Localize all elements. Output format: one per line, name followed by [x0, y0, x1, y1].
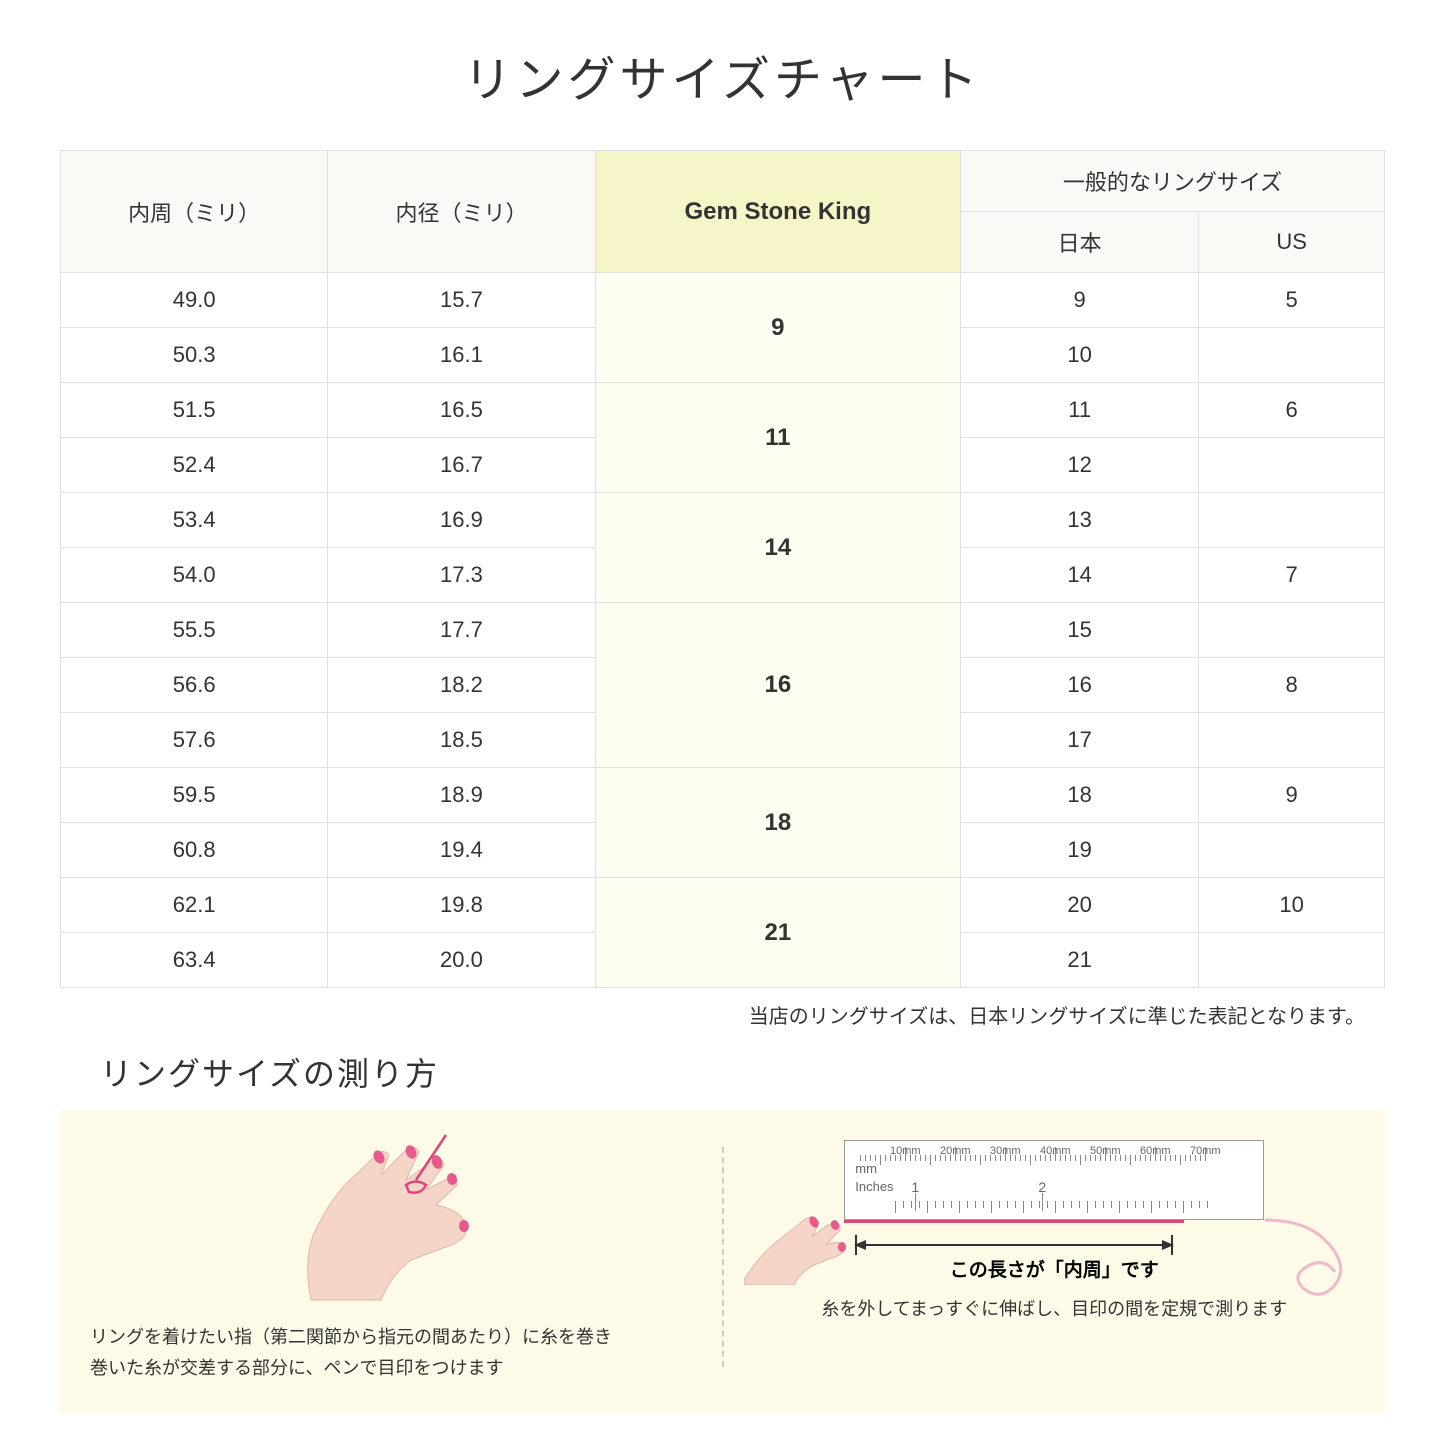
- ruler-illustration: mm 10mm20mm30mm40mm50mm60mm70mm Inches 1…: [844, 1140, 1264, 1220]
- cell-circumference: 60.8: [61, 823, 328, 878]
- cell-gsk: 14: [595, 493, 960, 603]
- cell-japan: 16: [961, 658, 1199, 713]
- cell-us: [1199, 823, 1385, 878]
- cell-us: 9: [1199, 768, 1385, 823]
- cell-diameter: 16.7: [328, 438, 595, 493]
- cell-diameter: 16.9: [328, 493, 595, 548]
- cell-us: [1199, 328, 1385, 383]
- cell-circumference: 59.5: [61, 768, 328, 823]
- cell-diameter: 17.3: [328, 548, 595, 603]
- howto-right-panel: mm 10mm20mm30mm40mm50mm60mm70mm Inches 1…: [754, 1130, 1356, 1383]
- col-diameter: 内径（ミリ）: [328, 151, 595, 273]
- cell-circumference: 56.6: [61, 658, 328, 713]
- cell-us: 10: [1199, 878, 1385, 933]
- cell-us: [1199, 438, 1385, 493]
- howto-title: リングサイズの測り方: [100, 1049, 1385, 1095]
- cell-japan: 11: [961, 383, 1199, 438]
- cell-circumference: 57.6: [61, 713, 328, 768]
- cell-circumference: 63.4: [61, 933, 328, 988]
- cell-us: [1199, 603, 1385, 658]
- cell-japan: 9: [961, 273, 1199, 328]
- ruler-mm-label: mm: [855, 1161, 877, 1176]
- cell-diameter: 15.7: [328, 273, 595, 328]
- ruler-in-tick: 1: [911, 1179, 919, 1195]
- col-japan: 日本: [961, 212, 1199, 273]
- cell-diameter: 16.5: [328, 383, 595, 438]
- cell-japan: 10: [961, 328, 1199, 383]
- cell-diameter: 16.1: [328, 328, 595, 383]
- table-row: 53.416.91413: [61, 493, 1385, 548]
- cell-circumference: 50.3: [61, 328, 328, 383]
- howto-left-panel: リングを着けたい指（第二関節から指元の間あたり）に糸を巻き 巻いた糸が交差する部…: [90, 1130, 692, 1383]
- cell-gsk: 18: [595, 768, 960, 878]
- howto-section: リングを着けたい指（第二関節から指元の間あたり）に糸を巻き 巻いた糸が交差する部…: [60, 1110, 1385, 1413]
- cell-diameter: 18.9: [328, 768, 595, 823]
- panel-divider: [722, 1147, 724, 1367]
- note-text: 当店のリングサイズは、日本リングサイズに準じた表記となります。: [60, 1000, 1365, 1029]
- cell-japan: 19: [961, 823, 1199, 878]
- cell-us: [1199, 493, 1385, 548]
- cell-japan: 20: [961, 878, 1199, 933]
- ruler-in-tick: 2: [1038, 1179, 1046, 1195]
- measure-arrow: [854, 1235, 1174, 1255]
- thread-curl: [1265, 1190, 1385, 1310]
- cell-circumference: 55.5: [61, 603, 328, 658]
- cell-diameter: 19.4: [328, 823, 595, 878]
- cell-diameter: 19.8: [328, 878, 595, 933]
- cell-japan: 13: [961, 493, 1199, 548]
- cell-us: [1199, 713, 1385, 768]
- cell-japan: 18: [961, 768, 1199, 823]
- cell-us: 5: [1199, 273, 1385, 328]
- col-general: 一般的なリングサイズ: [961, 151, 1385, 212]
- hand-wrap-illustration: [251, 1130, 531, 1310]
- cell-circumference: 53.4: [61, 493, 328, 548]
- size-chart-table: 内周（ミリ） 内径（ミリ） Gem Stone King 一般的なリングサイズ …: [60, 150, 1385, 988]
- cell-us: 6: [1199, 383, 1385, 438]
- howto-left-text: リングを着けたい指（第二関節から指元の間あたり）に糸を巻き 巻いた糸が交差する部…: [90, 1322, 692, 1383]
- table-row: 49.015.7995: [61, 273, 1385, 328]
- cell-circumference: 52.4: [61, 438, 328, 493]
- cell-japan: 15: [961, 603, 1199, 658]
- table-row: 62.119.8212010: [61, 878, 1385, 933]
- cell-us: 8: [1199, 658, 1385, 713]
- cell-diameter: 20.0: [328, 933, 595, 988]
- table-row: 55.517.71615: [61, 603, 1385, 658]
- cell-us: [1199, 933, 1385, 988]
- cell-japan: 14: [961, 548, 1199, 603]
- page-title: リングサイズチャート: [60, 40, 1385, 110]
- cell-gsk: 11: [595, 383, 960, 493]
- cell-gsk: 16: [595, 603, 960, 768]
- col-us: US: [1199, 212, 1385, 273]
- cell-gsk: 9: [595, 273, 960, 383]
- cell-japan: 17: [961, 713, 1199, 768]
- cell-japan: 12: [961, 438, 1199, 493]
- cell-japan: 21: [961, 933, 1199, 988]
- cell-diameter: 18.2: [328, 658, 595, 713]
- col-circumference: 内周（ミリ）: [61, 151, 328, 273]
- cell-us: 7: [1199, 548, 1385, 603]
- cell-diameter: 17.7: [328, 603, 595, 658]
- cell-circumference: 54.0: [61, 548, 328, 603]
- cell-circumference: 49.0: [61, 273, 328, 328]
- col-gsk: Gem Stone King: [595, 151, 960, 273]
- cell-diameter: 18.5: [328, 713, 595, 768]
- hand-hold-illustration: [744, 1185, 864, 1285]
- cell-circumference: 62.1: [61, 878, 328, 933]
- table-row: 59.518.918189: [61, 768, 1385, 823]
- cell-circumference: 51.5: [61, 383, 328, 438]
- cell-gsk: 21: [595, 878, 960, 988]
- table-row: 51.516.511116: [61, 383, 1385, 438]
- thread-line: [844, 1220, 1184, 1223]
